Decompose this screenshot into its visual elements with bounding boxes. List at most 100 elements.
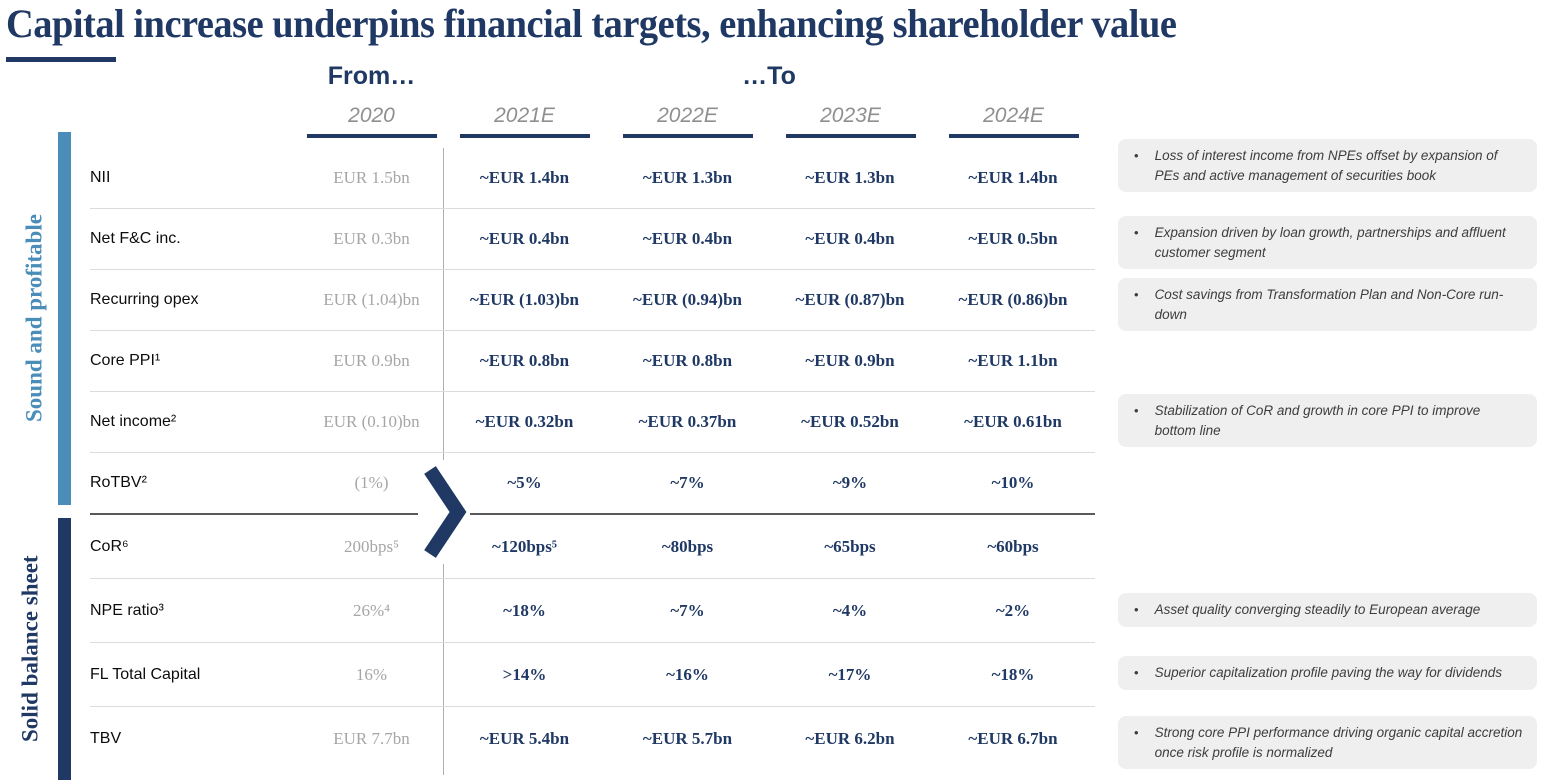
annotation-note: • Superior capitalization profile paving… [1118,656,1537,690]
section-label-sound-profitable: Sound and profitable [21,214,47,423]
value-2022e: ~7% [670,600,705,620]
table-section-solid-balance: CoR⁶ 200bps⁵ ~120bps⁵ ~80bps ~65bps ~60b… [90,515,1095,770]
value-2021e: ~EUR 1.4bn [479,168,570,187]
value-2020: (1%) [354,473,389,492]
value-2023e: ~EUR 0.4bn [805,229,895,248]
value-2023e: ~4% [832,600,868,620]
table-row: CoR⁶ 200bps⁵ ~120bps⁵ ~80bps ~65bps ~60b… [90,515,1095,579]
value-2020: 200bps⁵ [343,536,400,556]
year-header-2021e: 2021E [443,104,606,138]
annotation-note: • Asset quality converging steadily to E… [1118,593,1537,627]
annotation-text: Stabilization of CoR and growth in core … [1154,403,1481,438]
value-2021e: ~120bps⁵ [492,536,557,556]
annotation-text: Superior capitalization profile paving t… [1154,665,1503,680]
value-2020: EUR 0.3bn [333,229,410,248]
year-underline-bar [306,134,437,138]
chevron-right-icon [418,460,470,564]
value-2020: EUR 7.7bn [333,728,410,748]
bullet-icon: • [1134,225,1139,240]
annotation-note: • Stabilization of CoR and growth in cor… [1118,394,1537,448]
title-underline-bar [6,57,116,62]
value-2023e: ~65bps [824,536,876,556]
value-2020: EUR (1.04)bn [323,290,420,309]
value-2021e: ~5% [507,473,542,492]
year-label: 2023E [820,104,881,127]
year-label: 2024E [983,104,1044,127]
annotation-text: Asset quality converging steadily to Eur… [1154,602,1481,617]
value-2021e: ~EUR 0.32bn [475,412,574,431]
value-2020: 26%⁴ [352,600,391,620]
value-2022e: ~EUR 0.4bn [642,229,733,248]
value-2024e: ~2% [995,600,1031,620]
value-2022e: ~EUR (0.94)bn [633,290,742,309]
annotation-note: • Cost savings from Transformation Plan … [1118,278,1537,332]
table-section-sound-profitable: NII EUR 1.5bn ~EUR 1.4bn ~EUR 1.3bn ~EUR… [90,148,1095,513]
table-row: Net F&C inc. EUR 0.3bn ~EUR 0.4bn ~EUR 0… [90,209,1095,270]
section-bar-solid-balance [58,518,71,780]
table-row: Recurring opex EUR (1.04)bn ~EUR (1.03)b… [90,270,1095,331]
annotation-note: • Loss of interest income from NPEs offs… [1118,139,1537,193]
value-2024e: ~EUR 0.61bn [964,412,1062,431]
value-2023e: ~EUR 0.52bn [801,412,899,431]
metric-label: Recurring opex [90,291,199,308]
year-underline-bar [622,134,753,138]
table-row: Net income² EUR (0.10)bn ~EUR 0.32bn ~EU… [90,392,1095,453]
metric-label: Net income² [90,413,177,430]
metric-label: FL Total Capital [90,665,201,683]
year-underline-bar [948,134,1079,138]
year-label: 2021E [494,104,555,127]
metric-label: CoR⁶ [90,537,129,555]
value-2021e: ~EUR 0.4bn [479,229,570,248]
table-row: NII EUR 1.5bn ~EUR 1.4bn ~EUR 1.3bn ~EUR… [90,148,1095,209]
year-header-2022e: 2022E [606,104,769,138]
year-underline-bar [459,134,590,138]
value-2023e: ~9% [832,473,868,492]
section-label-solid-balance: Solid balance sheet [17,555,43,743]
value-2024e: ~EUR 0.5bn [968,229,1058,248]
bullet-icon: • [1134,287,1139,302]
value-2024e: ~EUR 1.1bn [968,351,1058,370]
value-2021e: ~EUR 0.8bn [479,351,570,370]
page-title: Capital increase underpins financial tar… [6,1,1177,46]
value-2021e: ~EUR 5.4bn [479,728,570,748]
year-label: 2020 [348,104,395,127]
value-2022e: ~EUR 1.3bn [642,168,733,187]
year-header-2024e: 2024E [932,104,1095,138]
table-row: NPE ratio³ 26%⁴ ~18% ~7% ~4% ~2% [90,579,1095,643]
annotation-text: Expansion driven by loan growth, partner… [1154,225,1506,260]
metric-label: NPE ratio³ [90,601,164,619]
value-2022e: ~EUR 0.8bn [642,351,733,370]
value-2020: EUR 1.5bn [333,168,410,187]
metric-label: NII [90,169,111,186]
bullet-icon: • [1134,665,1139,680]
metrics-table: NII EUR 1.5bn ~EUR 1.4bn ~EUR 1.3bn ~EUR… [90,148,1095,770]
bullet-icon: • [1134,148,1139,163]
value-2020: 16% [355,664,388,684]
bullet-icon: • [1134,403,1139,418]
table-row: Core PPI¹ EUR 0.9bn ~EUR 0.8bn ~EUR 0.8b… [90,331,1095,392]
value-2024e: ~EUR 1.4bn [968,168,1058,187]
year-header-2023e: 2023E [769,104,932,138]
value-2024e: ~18% [991,664,1035,684]
value-2024e: ~10% [991,473,1035,492]
value-2022e: ~7% [670,473,705,492]
section-bar-sound-profitable [58,132,71,505]
annotation-note: • Strong core PPI performance driving or… [1118,716,1537,770]
value-2022e: ~16% [666,664,709,684]
metric-label: TBV [90,729,122,747]
bullet-icon: • [1134,602,1139,617]
value-2020: EUR (0.10)bn [323,412,420,431]
value-2022e: ~EUR 5.7bn [642,728,733,748]
value-2023e: ~EUR 1.3bn [805,168,895,187]
value-2023e: ~17% [828,664,872,684]
value-2024e: ~EUR 6.7bn [968,728,1058,748]
section-divider-line [90,513,1095,515]
from-column-header: From… [327,62,416,90]
table-row: FL Total Capital 16% >14% ~16% ~17% ~18% [90,643,1095,707]
annotation-note: • Expansion driven by loan growth, partn… [1118,216,1537,270]
value-2023e: ~EUR 6.2bn [805,728,895,748]
value-2021e: ~EUR (1.03)bn [470,290,579,309]
year-label: 2022E [657,104,718,127]
table-row: TBV EUR 7.7bn ~EUR 5.4bn ~EUR 5.7bn ~EUR… [90,707,1095,770]
bullet-icon: • [1134,725,1139,740]
